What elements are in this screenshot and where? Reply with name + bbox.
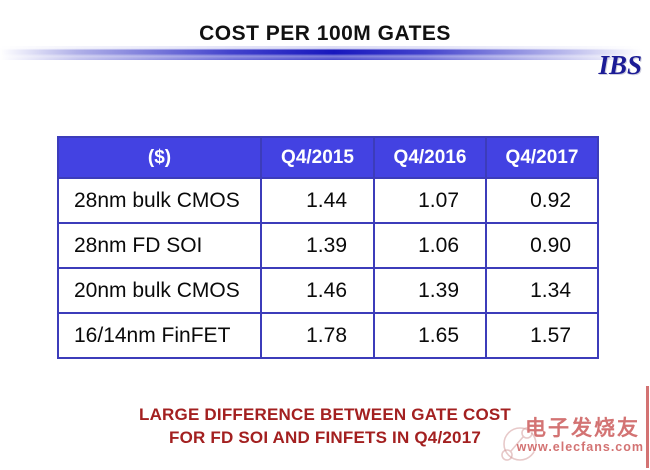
watermark-site-name: 电子发烧友 [525,417,640,440]
value-cell: 1.57 [485,312,599,359]
value-cell: 1.46 [260,267,375,314]
row-label-cell: 28nm FD SOI [57,222,262,269]
value-cell: 1.06 [373,222,487,269]
cost-table: ($) Q4/2015 Q4/2016 Q4/2017 28nm bulk CMOS 1… [57,136,599,359]
value-cell: 0.92 [485,177,599,224]
value-cell: 0.90 [485,222,599,269]
elecfans-logo-icon [501,427,537,461]
value-cell: 1.39 [373,267,487,314]
row-label-cell: 16/14nm FinFET [57,312,262,359]
ibs-logo: IBS [598,50,642,80]
column-header-cell: Q4/2017 [485,136,599,179]
table-body: 28nm bulk CMOS 1.44 1.07 0.92 28nm FD SOI 1.3… [57,177,599,359]
value-cell: 1.07 [373,177,487,224]
watermark-site-url: www.elecfans.com [516,440,644,454]
watermark: 电子发烧友 www.elecfans.com [500,386,650,470]
table-row: 28nm bulk CMOS 1.44 1.07 0.92 [57,177,599,224]
page-title: COST PER 100M GATES [199,22,451,45]
column-header-cell: ($) [57,136,262,179]
caption-line-2: FOR FD SOI AND FINFETS IN Q4/2017 [168,428,482,447]
row-label-cell: 28nm bulk CMOS [57,177,262,224]
divider-bar [0,46,642,60]
value-cell: 1.44 [260,177,375,224]
value-cell: 1.34 [485,267,599,314]
header-row: ($) Q4/2015 Q4/2016 Q4/2017 [57,136,599,179]
value-cell: 1.78 [260,312,375,359]
watermark-edge-bar [646,386,649,468]
column-header-cell: Q4/2015 [260,136,375,179]
column-header-cell: Q4/2016 [373,136,487,179]
row-label-cell: 20nm bulk CMOS [57,267,262,314]
caption-line-1: LARGE DIFFERENCE BETWEEN GATE COST [139,405,511,424]
table-row: 20nm bulk CMOS 1.46 1.39 1.34 [57,267,599,314]
table-row: 16/14nm FinFET 1.78 1.65 1.57 [57,312,599,359]
table-row: 28nm FD SOI 1.39 1.06 0.90 [57,222,599,269]
value-cell: 1.39 [260,222,375,269]
caption: LARGE DIFFERENCE BETWEEN GATE COST FOR F… [0,403,650,449]
table-header-row: ($) Q4/2015 Q4/2016 Q4/2017 [57,136,599,179]
value-cell: 1.65 [373,312,487,359]
